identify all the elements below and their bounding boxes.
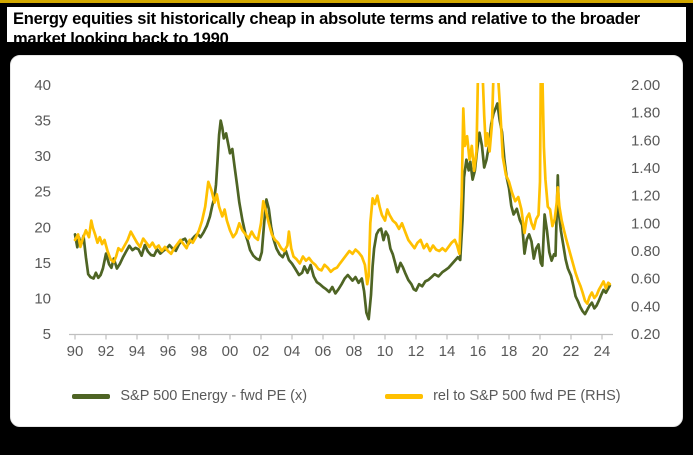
x-axis-label: 22 [563, 343, 580, 360]
x-axis-label: 16 [470, 343, 487, 360]
chart-legend: S&P 500 Energy - fwd PE (x) rel to S&P 5… [11, 388, 682, 404]
y-axis-right-label: 0.60 [631, 271, 660, 288]
y-axis-right-label: 0.20 [631, 326, 660, 343]
y-axis-left-label: 35 [34, 113, 51, 130]
legend-swatch-energy [72, 393, 111, 399]
y-axis-left-label: 10 [34, 290, 51, 307]
x-axis-label: 92 [98, 343, 115, 360]
y-axis-left-label: 20 [34, 219, 51, 236]
legend-swatch-relative [385, 393, 424, 399]
chart-card: 90 92 94 96 98 00 02 04 06 08 10 12 14 16 18 20 22 24 40 35… [10, 55, 683, 427]
x-axis-label: 10 [377, 343, 394, 360]
series-relative-pe-line [73, 83, 612, 305]
top-accent-bar [0, 0, 693, 3]
y-axis-left-label: 40 [34, 77, 51, 94]
y-axis-right-label: 0.80 [631, 243, 660, 260]
legend-entry-relative: rel to S&P 500 fwd PE (RHS) [385, 388, 621, 404]
y-axis-left-label: 5 [43, 326, 51, 343]
x-axis-label: 14 [439, 343, 456, 360]
x-axis-label: 12 [408, 343, 425, 360]
x-axis-label: 02 [253, 343, 270, 360]
x-axis-label: 98 [191, 343, 208, 360]
chart-title: Energy equities sit historically cheap i… [13, 10, 640, 44]
x-axis-label: 20 [532, 343, 549, 360]
x-axis-label: 04 [284, 343, 301, 360]
x-axis-label: 06 [315, 343, 332, 360]
y-axis-right-label: 1.20 [631, 188, 660, 205]
title-bar: Energy equities sit historically cheap i… [5, 5, 688, 44]
x-axis-label: 08 [346, 343, 363, 360]
y-axis-right-label: 1.00 [631, 215, 660, 232]
series-energy-pe-line [73, 102, 612, 321]
legend-label-energy: S&P 500 Energy - fwd PE (x) [120, 388, 308, 404]
x-axis-label: 18 [501, 343, 518, 360]
y-axis-right-label: 1.40 [631, 160, 660, 177]
legend-label-relative: rel to S&P 500 fwd PE (RHS) [433, 388, 621, 404]
y-axis-right-label: 2.00 [631, 77, 660, 94]
x-axis-label: 96 [160, 343, 177, 360]
y-axis-left-label: 25 [34, 184, 51, 201]
y-axis-left-label: 30 [34, 148, 51, 165]
y-axis-left-label: 15 [34, 255, 51, 272]
y-axis-right-label: 0.40 [631, 298, 660, 315]
y-axis-right-label: 1.60 [631, 132, 660, 149]
x-axis-label: 00 [222, 343, 239, 360]
x-axis-label: 24 [594, 343, 611, 360]
chart-canvas: 90 92 94 96 98 00 02 04 06 08 10 12 14 16 18 20 22 24 40 35… [34, 77, 660, 360]
x-axis-label: 90 [67, 343, 84, 360]
y-axis-right-label: 1.80 [631, 105, 660, 122]
legend-entry-energy: S&P 500 Energy - fwd PE (x) [72, 388, 307, 404]
x-axis-label: 94 [129, 343, 146, 360]
